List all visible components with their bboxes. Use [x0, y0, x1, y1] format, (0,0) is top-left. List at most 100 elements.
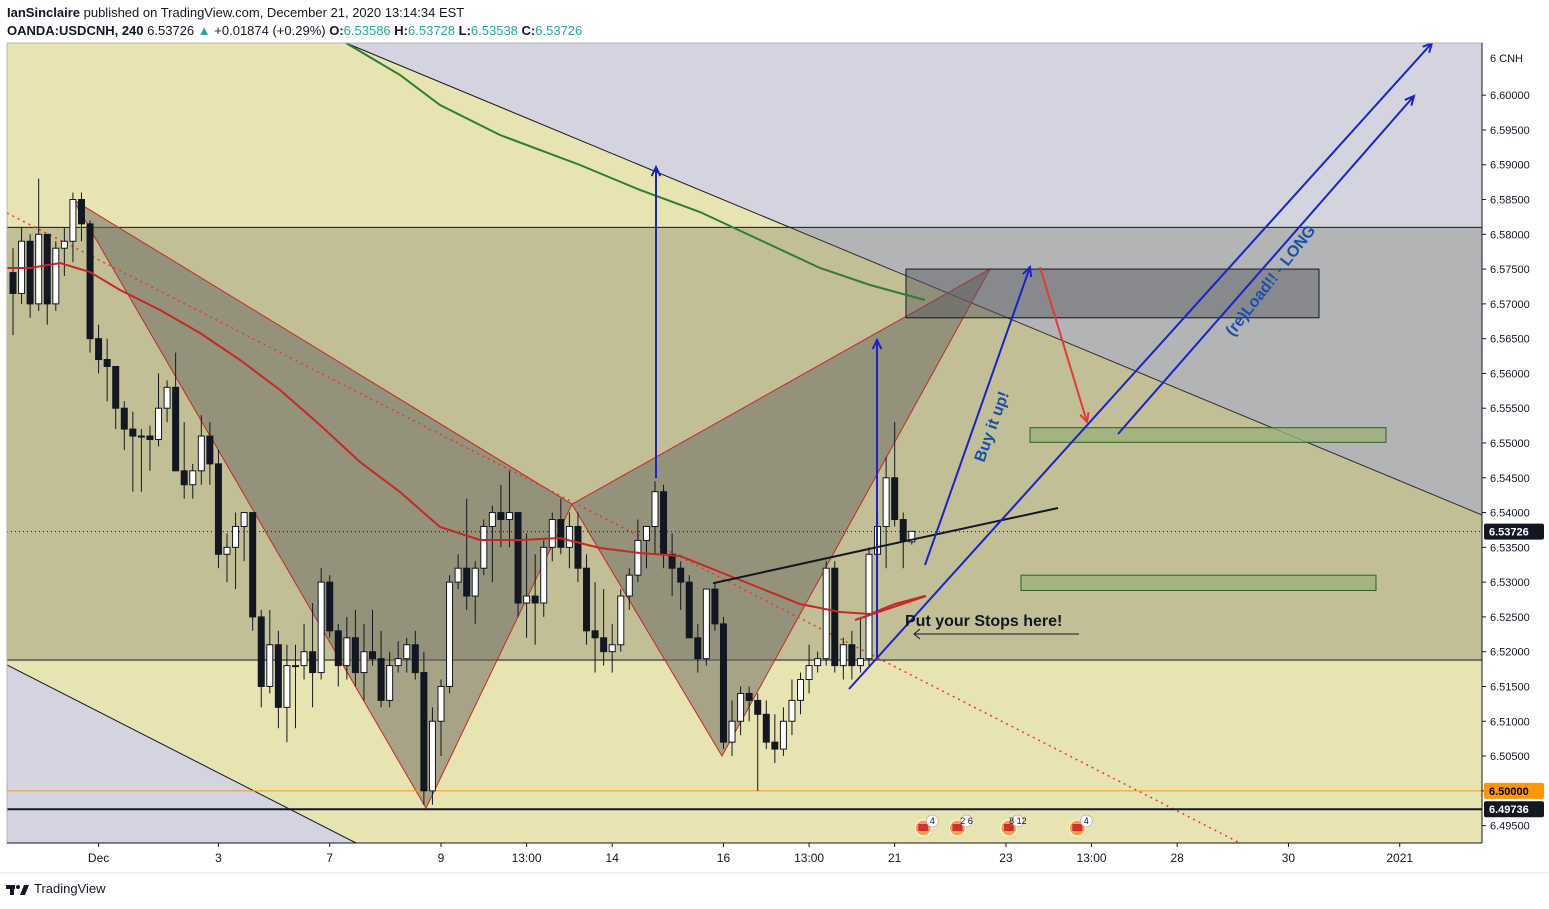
candle-down	[557, 519, 565, 548]
price-tick-label: 6.50500	[1490, 751, 1530, 763]
candle-down	[86, 223, 94, 340]
currency-label: 6 CNH	[1490, 53, 1523, 65]
candle-down	[274, 644, 282, 708]
candle-down	[411, 644, 419, 674]
candle-up	[728, 720, 736, 743]
candle-up	[608, 644, 616, 653]
time-tick-label: 28	[1170, 851, 1184, 865]
candle-up	[197, 435, 205, 472]
candle-down	[899, 519, 907, 541]
candle-up	[625, 574, 633, 597]
candle-down	[831, 567, 839, 667]
footer-branding[interactable]: TradingView	[6, 881, 106, 896]
price-tick-label: 6.52500	[1490, 612, 1530, 624]
ma-slow-line	[345, 43, 926, 301]
stops-pointer-head	[913, 628, 921, 640]
candle-up	[779, 720, 787, 750]
long-arrow-1-head	[1422, 43, 1434, 53]
candle-up	[540, 546, 548, 604]
time-tick-label: 7	[326, 851, 333, 865]
candle-up	[291, 665, 299, 668]
time-tick-label: 9	[438, 851, 445, 865]
long-arrow-2	[1117, 95, 1415, 435]
candle-up	[865, 553, 873, 660]
pullback-arrow-head	[1079, 411, 1090, 425]
candle-up	[155, 407, 163, 441]
candle-down	[463, 567, 471, 597]
candle-down	[694, 637, 702, 660]
candle-up	[642, 525, 650, 541]
candle-down	[600, 637, 608, 653]
candle-down	[257, 616, 265, 687]
symbol-legend: OANDA:USDCNH, 240 6.53726 ▲ +0.01874 (+0…	[7, 23, 582, 38]
price-badge	[1484, 523, 1544, 540]
event-count: 2 6	[960, 816, 973, 826]
event-count: 8 12	[1009, 816, 1027, 826]
author-name[interactable]: IanSinclaire	[7, 5, 80, 20]
publish-info: IanSinclaire published on TradingView.co…	[7, 5, 464, 20]
candle-down	[591, 630, 599, 639]
price-badge	[1484, 801, 1544, 818]
price-tick-label: 6.57000	[1490, 299, 1530, 311]
candle-up	[822, 567, 830, 660]
candle-up	[505, 512, 513, 521]
candle-down	[206, 435, 214, 465]
candle-up	[394, 658, 402, 667]
price-tick-label: 6.58000	[1490, 229, 1530, 241]
candle-up	[386, 665, 394, 701]
close-label: C:	[521, 23, 536, 38]
event-count: 4	[930, 816, 935, 826]
candle-down	[120, 407, 128, 430]
candle-down	[172, 386, 180, 472]
candle-down	[112, 365, 120, 409]
ma-fast-line	[7, 261, 926, 616]
projection-arrow-1-head	[650, 164, 662, 177]
candle-up	[317, 581, 325, 674]
economic-event-icon: 8 12	[1000, 814, 1027, 837]
us-flag-icon	[1072, 824, 1083, 831]
event-badge	[1080, 814, 1093, 828]
candle-down	[369, 651, 377, 660]
candle-up	[428, 720, 436, 792]
candle-down	[326, 581, 334, 632]
candle-up	[788, 699, 796, 722]
price-tick-label: 6.49500	[1490, 821, 1530, 833]
candle-down	[745, 692, 753, 701]
candle-down	[420, 672, 428, 792]
tradingview-logo-icon	[6, 884, 29, 895]
open-value: 6.53586	[343, 23, 391, 38]
candle-down	[583, 567, 591, 632]
candle-down	[668, 553, 676, 569]
candle-up	[805, 665, 813, 681]
us-flag-icon	[918, 824, 929, 831]
last-price: 6.53726	[147, 23, 195, 38]
price-badge-label: 6.49736	[1489, 804, 1529, 816]
candle-down	[214, 463, 222, 555]
time-tick-label: 23	[999, 851, 1013, 865]
candle-up	[69, 199, 77, 242]
price-tick-label: 6.54000	[1490, 508, 1530, 520]
candle-up	[617, 595, 625, 646]
candle-down	[497, 512, 505, 521]
candle-up	[651, 491, 659, 527]
candle-down	[26, 240, 34, 305]
stops-annotation: Put your Stops here!	[905, 613, 1062, 630]
price-tick-label: 6.56500	[1490, 334, 1530, 346]
tradingview-brand: TradingView	[34, 881, 106, 896]
candle-down	[77, 199, 85, 225]
symbol-label[interactable]: OANDA:USDCNH, 240	[7, 23, 144, 38]
candle-up	[797, 679, 805, 701]
event-badge	[1011, 814, 1025, 828]
candle-down	[719, 623, 727, 743]
candle-down	[574, 525, 582, 569]
buy-zone-lower	[1020, 574, 1377, 591]
price-tick-label: 6.52000	[1490, 647, 1530, 659]
candle-down	[129, 428, 137, 437]
candle-down	[249, 512, 257, 618]
candle-up	[737, 692, 745, 722]
candle-up	[137, 435, 145, 438]
price-tick-label: 6.51500	[1490, 681, 1530, 693]
candle-up	[283, 665, 291, 708]
candle-up	[232, 525, 240, 548]
